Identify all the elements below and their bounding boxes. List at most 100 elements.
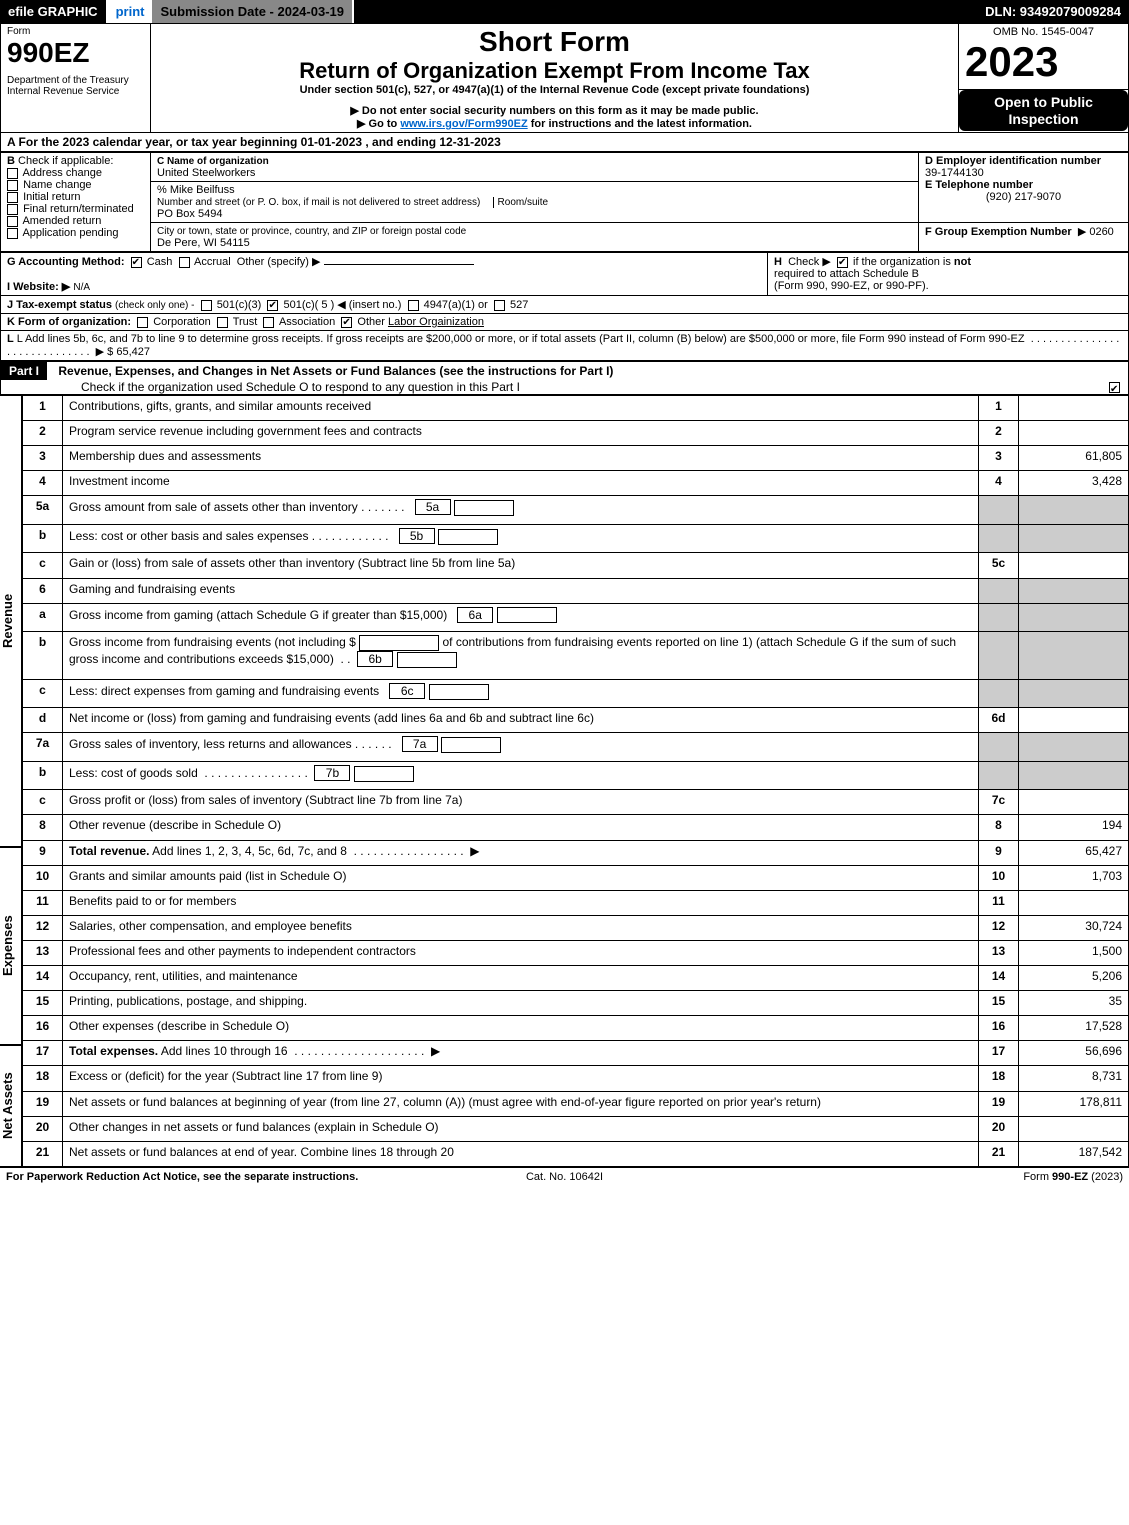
box-6b-amount[interactable] bbox=[359, 635, 439, 651]
box-f: F Group Exemption Number ▶ 0260 bbox=[919, 223, 1129, 252]
line-6: 6Gaming and fundraising events bbox=[23, 578, 1129, 603]
phone-value: (920) 217-9070 bbox=[925, 191, 1122, 203]
city-label: City or town, state or province, country… bbox=[157, 226, 466, 237]
g-cash: Cash bbox=[147, 256, 173, 268]
open-to-public: Open to Public Inspection bbox=[959, 90, 1128, 132]
opt-initial: Initial return bbox=[23, 191, 80, 203]
street-addr: PO Box 5494 bbox=[157, 208, 222, 220]
care-of: % Mike Beilfuss bbox=[157, 184, 235, 196]
title-ssn-warning: ▶ Do not enter social security numbers o… bbox=[157, 104, 952, 117]
line-6b: bGross income from fundraising events (n… bbox=[23, 632, 1129, 680]
l-value: $ 65,427 bbox=[107, 346, 150, 358]
l6b-text1: Gross income from fundraising events (no… bbox=[69, 635, 356, 649]
box-k: K Form of organization: Corporation Trus… bbox=[1, 314, 1129, 331]
chk-initial[interactable] bbox=[7, 192, 18, 203]
line-6a: aGross income from gaming (attach Schedu… bbox=[23, 603, 1129, 631]
chk-4947[interactable] bbox=[408, 300, 419, 311]
chk-address-change[interactable] bbox=[7, 168, 18, 179]
h-text3: required to attach Schedule B bbox=[774, 268, 919, 280]
line-3: 3Membership dues and assessments361,805 bbox=[23, 446, 1129, 471]
line-19: 19Net assets or fund balances at beginni… bbox=[23, 1091, 1129, 1116]
title-section: Under section 501(c), 527, or 4947(a)(1)… bbox=[157, 84, 952, 96]
l5b-text: Less: cost or other basis and sales expe… bbox=[69, 529, 308, 543]
chk-501c3[interactable] bbox=[201, 300, 212, 311]
box-6b[interactable] bbox=[397, 652, 457, 668]
chk-assoc[interactable] bbox=[263, 317, 274, 328]
chk-trust[interactable] bbox=[217, 317, 228, 328]
k-other-val: Labor Orgainization bbox=[388, 316, 484, 328]
k-label: K Form of organization: bbox=[7, 316, 131, 328]
opt-address: Address change bbox=[22, 167, 102, 179]
chk-accrual[interactable] bbox=[179, 257, 190, 268]
l7b-text: Less: cost of goods sold bbox=[69, 766, 198, 780]
info-section: B Check if applicable: Address change Na… bbox=[0, 152, 1129, 252]
line-14: 14Occupancy, rent, utilities, and mainte… bbox=[23, 966, 1129, 991]
k-other: Other bbox=[357, 316, 385, 328]
opt-final: Final return/terminated bbox=[23, 203, 134, 215]
line-10: 10Grants and similar amounts paid (list … bbox=[23, 865, 1129, 890]
line-2: 2Program service revenue including gover… bbox=[23, 421, 1129, 446]
goto-pre: ▶ Go to bbox=[357, 118, 400, 130]
g-accrual: Accrual bbox=[194, 256, 231, 268]
open-public-cell: Open to Public Inspection bbox=[959, 89, 1129, 132]
j-opt3: 4947(a)(1) or bbox=[424, 299, 488, 311]
print-link[interactable]: print bbox=[108, 0, 153, 23]
form-left-cell: Form 990EZ Department of the Treasury In… bbox=[1, 24, 151, 133]
chk-final[interactable] bbox=[7, 204, 18, 215]
goto-post: for instructions and the latest informat… bbox=[528, 118, 752, 130]
d-label: D Employer identification number bbox=[925, 155, 1101, 167]
irs-link[interactable]: www.irs.gov/Form990EZ bbox=[400, 118, 527, 130]
l7a-text: Gross sales of inventory, less returns a… bbox=[69, 737, 352, 751]
box-6a[interactable] bbox=[497, 607, 557, 623]
box-c-addr: % Mike Beilfuss Number and street (or P.… bbox=[151, 182, 919, 223]
box-6c[interactable] bbox=[429, 684, 489, 700]
vlabel-revenue: Revenue bbox=[0, 395, 22, 847]
chk-other[interactable] bbox=[341, 317, 352, 328]
j-note: (check only one) - bbox=[115, 300, 194, 311]
dln-label: DLN: 93492079009284 bbox=[977, 0, 1129, 23]
chk-h[interactable] bbox=[837, 257, 848, 268]
form-word: Form bbox=[7, 26, 144, 37]
l6c-text: Less: direct expenses from gaming and fu… bbox=[69, 684, 379, 698]
box-c-name: C Name of organization United Steelworke… bbox=[151, 153, 919, 182]
box-j: J Tax-exempt status (check only one) - 5… bbox=[1, 296, 1129, 314]
footer-right: Form 990-EZ (2023) bbox=[751, 1171, 1123, 1183]
chk-527[interactable] bbox=[494, 300, 505, 311]
irs-label: Internal Revenue Service bbox=[7, 86, 144, 97]
omb-number: OMB No. 1545-0047 bbox=[965, 26, 1122, 38]
lines-table: 1Contributions, gifts, grants, and simil… bbox=[22, 395, 1129, 1167]
j-label: J Tax-exempt status bbox=[7, 299, 112, 311]
addr-label: Number and street (or P. O. box, if mail… bbox=[157, 197, 480, 208]
opt-pending: Application pending bbox=[22, 227, 118, 239]
vlabel-netassets: Net Assets bbox=[0, 1045, 22, 1167]
k-trust: Trust bbox=[233, 316, 258, 328]
chk-schedule-o[interactable] bbox=[1109, 382, 1120, 393]
line-20: 20Other changes in net assets or fund ba… bbox=[23, 1116, 1129, 1141]
i-value: N/A bbox=[73, 282, 90, 293]
box-5a[interactable] bbox=[454, 500, 514, 516]
g-other: Other (specify) ▶ bbox=[237, 256, 321, 268]
box-h: H Check ▶ if the organization is not req… bbox=[768, 253, 1129, 296]
chk-pending[interactable] bbox=[7, 228, 18, 239]
h-check: Check ▶ bbox=[788, 256, 831, 268]
line-6d: dNet income or (loss) from gaming and fu… bbox=[23, 708, 1129, 733]
chk-amended[interactable] bbox=[7, 216, 18, 227]
b-text: Check if applicable: bbox=[18, 155, 113, 167]
chk-cash[interactable] bbox=[131, 257, 142, 268]
topbar-spacer bbox=[354, 0, 977, 23]
part1-header-row: Part I Revenue, Expenses, and Changes in… bbox=[0, 361, 1129, 395]
line-4: 4Investment income43,428 bbox=[23, 471, 1129, 496]
ein-value: 39-1744130 bbox=[925, 167, 984, 179]
box-7b[interactable] bbox=[354, 766, 414, 782]
dept-label: Department of the Treasury bbox=[7, 75, 144, 86]
title-goto: ▶ Go to www.irs.gov/Form990EZ for instru… bbox=[157, 117, 952, 130]
chk-name-change[interactable] bbox=[7, 180, 18, 191]
submission-date: Submission Date - 2024-03-19 bbox=[152, 0, 354, 23]
box-5b[interactable] bbox=[438, 529, 498, 545]
box-7a[interactable] bbox=[441, 737, 501, 753]
f-value: ▶ 0260 bbox=[1078, 226, 1114, 238]
line-7c: cGross profit or (loss) from sales of in… bbox=[23, 790, 1129, 815]
footer-pre: Form bbox=[1023, 1171, 1052, 1183]
chk-corp[interactable] bbox=[137, 317, 148, 328]
chk-501c[interactable] bbox=[267, 300, 278, 311]
